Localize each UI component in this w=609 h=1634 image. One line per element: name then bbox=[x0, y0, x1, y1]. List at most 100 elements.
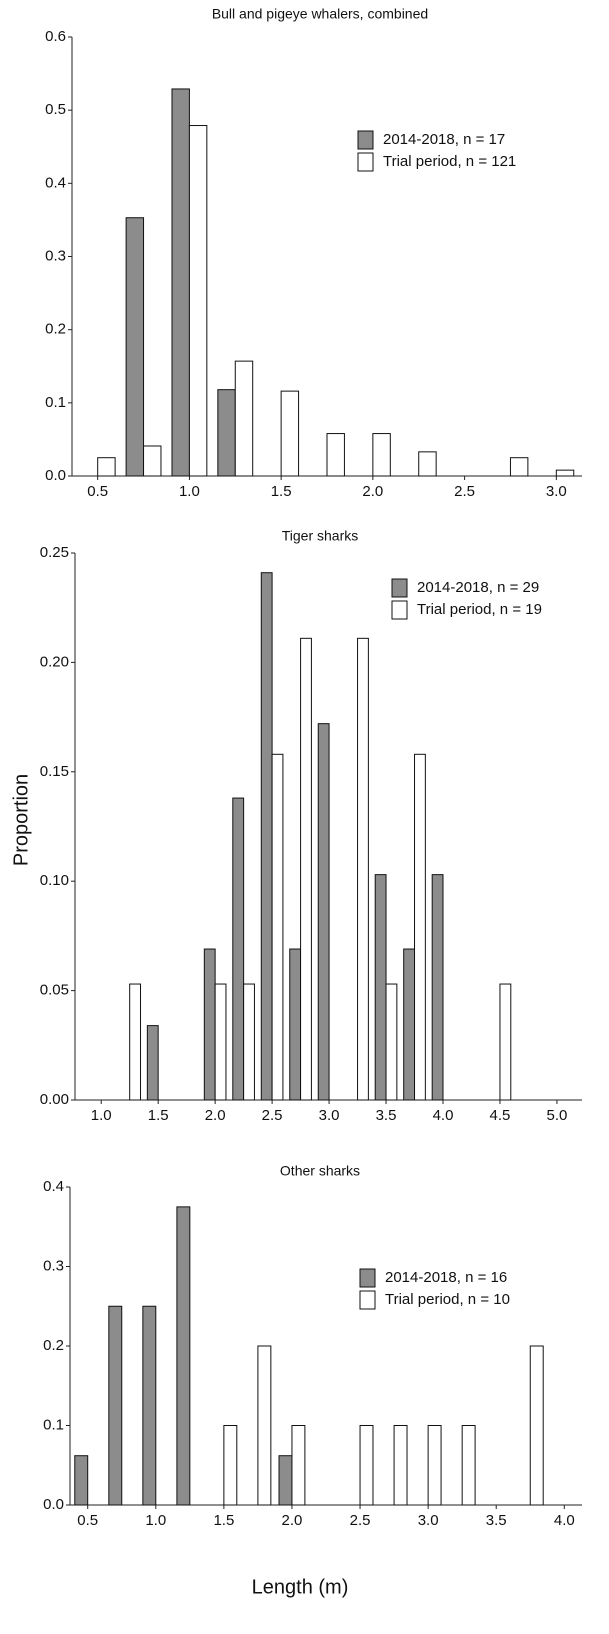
bar bbox=[176, 1206, 191, 1506]
y-tick-label: 0.10 bbox=[40, 872, 69, 889]
bar bbox=[217, 389, 236, 477]
y-tick-label: 0.25 bbox=[40, 544, 69, 561]
x-tick-label: 1.0 bbox=[145, 1512, 166, 1529]
bar bbox=[203, 948, 216, 1101]
bar bbox=[74, 1455, 89, 1506]
bar bbox=[385, 983, 398, 1101]
bar bbox=[529, 1345, 544, 1506]
y-tick-label: 0.15 bbox=[40, 763, 69, 780]
bar bbox=[142, 1305, 157, 1506]
x-tick-label: 1.0 bbox=[179, 483, 200, 500]
x-tick-label: 1.5 bbox=[271, 483, 292, 500]
bar bbox=[326, 433, 345, 477]
y-tick-label: 0.0 bbox=[45, 467, 66, 484]
x-tick-label: 2.0 bbox=[362, 483, 383, 500]
x-tick-label: 2.5 bbox=[262, 1107, 283, 1124]
y-tick-label: 0.1 bbox=[45, 394, 66, 411]
bar bbox=[357, 637, 369, 1101]
bar bbox=[317, 723, 330, 1101]
bar bbox=[499, 983, 512, 1101]
bar bbox=[427, 1425, 442, 1506]
y-tick-label: 0.0 bbox=[43, 1496, 64, 1513]
y-tick-label: 0.4 bbox=[43, 1178, 64, 1195]
bar bbox=[108, 1305, 123, 1506]
legend-label: 2014-2018, n = 29 bbox=[417, 579, 539, 596]
bar bbox=[359, 1425, 374, 1506]
bar bbox=[418, 451, 437, 477]
legend-label: Trial period, n = 10 bbox=[385, 1291, 510, 1308]
x-tick-label: 3.5 bbox=[486, 1512, 507, 1529]
y-tick-label: 0.1 bbox=[43, 1416, 64, 1433]
bar bbox=[372, 433, 391, 477]
x-tick-label: 2.5 bbox=[454, 483, 475, 500]
bar bbox=[374, 874, 387, 1101]
bar bbox=[146, 1025, 159, 1101]
legend-swatch bbox=[359, 1290, 376, 1310]
bar bbox=[214, 983, 227, 1101]
x-tick-label: 1.5 bbox=[213, 1512, 234, 1529]
x-tick-label: 0.5 bbox=[77, 1512, 98, 1529]
bar bbox=[291, 1425, 306, 1506]
legend-swatch bbox=[357, 130, 374, 150]
x-tick-label: 1.0 bbox=[91, 1107, 112, 1124]
legend-swatch bbox=[357, 152, 374, 172]
x-tick-label: 1.5 bbox=[148, 1107, 169, 1124]
y-tick-label: 0.5 bbox=[45, 101, 66, 118]
x-tick-label: 3.0 bbox=[319, 1107, 340, 1124]
bar bbox=[234, 360, 254, 477]
legend-swatch bbox=[359, 1268, 376, 1288]
bar bbox=[393, 1425, 408, 1506]
x-tick-label: 4.5 bbox=[490, 1107, 511, 1124]
bar bbox=[414, 753, 426, 1101]
bar bbox=[188, 125, 208, 477]
bar bbox=[555, 469, 575, 477]
bar bbox=[300, 637, 312, 1101]
bar bbox=[289, 948, 302, 1101]
x-tick-label: 3.0 bbox=[418, 1512, 439, 1529]
bar bbox=[260, 572, 273, 1101]
x-tick-label: 4.0 bbox=[554, 1512, 575, 1529]
y-tick-label: 0.4 bbox=[45, 174, 66, 191]
y-tick-label: 0.3 bbox=[43, 1257, 64, 1274]
x-tick-label: 2.5 bbox=[350, 1512, 371, 1529]
y-axis-label: Proportion bbox=[10, 774, 32, 866]
x-tick-label: 2.0 bbox=[282, 1512, 303, 1529]
y-tick-label: 0.05 bbox=[40, 982, 69, 999]
x-tick-label: 2.0 bbox=[205, 1107, 226, 1124]
x-axis-label: Length (m) bbox=[252, 1576, 349, 1598]
x-tick-label: 4.0 bbox=[433, 1107, 454, 1124]
legend-label: 2014-2018, n = 17 bbox=[383, 131, 505, 148]
chart-title: Tiger sharks bbox=[282, 528, 359, 544]
y-tick-label: 0.2 bbox=[43, 1337, 64, 1354]
x-tick-label: 3.0 bbox=[546, 483, 567, 500]
bar bbox=[461, 1425, 476, 1506]
y-tick-label: 0.00 bbox=[40, 1091, 69, 1108]
bar bbox=[97, 457, 116, 477]
bar bbox=[257, 1345, 272, 1506]
x-tick-label: 0.5 bbox=[87, 483, 108, 500]
bar bbox=[431, 874, 444, 1101]
bar bbox=[403, 948, 416, 1101]
bar bbox=[223, 1425, 238, 1506]
y-tick-label: 0.3 bbox=[45, 247, 66, 264]
bar bbox=[280, 390, 300, 477]
legend-label: Trial period, n = 121 bbox=[383, 153, 516, 170]
chart-title: Other sharks bbox=[280, 1163, 360, 1179]
bar bbox=[143, 445, 162, 477]
legend-swatch bbox=[391, 578, 408, 598]
bar bbox=[129, 983, 142, 1101]
bar bbox=[232, 797, 245, 1101]
x-tick-label: 5.0 bbox=[547, 1107, 568, 1124]
legend-label: 2014-2018, n = 16 bbox=[385, 1269, 507, 1286]
x-tick-label: 3.5 bbox=[376, 1107, 397, 1124]
bar bbox=[509, 457, 529, 477]
y-tick-label: 0.6 bbox=[45, 28, 66, 45]
y-tick-label: 0.2 bbox=[45, 321, 66, 338]
legend-label: Trial period, n = 19 bbox=[417, 601, 542, 618]
bar bbox=[278, 1455, 293, 1506]
bar bbox=[271, 753, 284, 1101]
chart-title: Bull and pigeye whalers, combined bbox=[212, 6, 428, 22]
bar bbox=[243, 983, 255, 1101]
bar bbox=[171, 88, 190, 477]
